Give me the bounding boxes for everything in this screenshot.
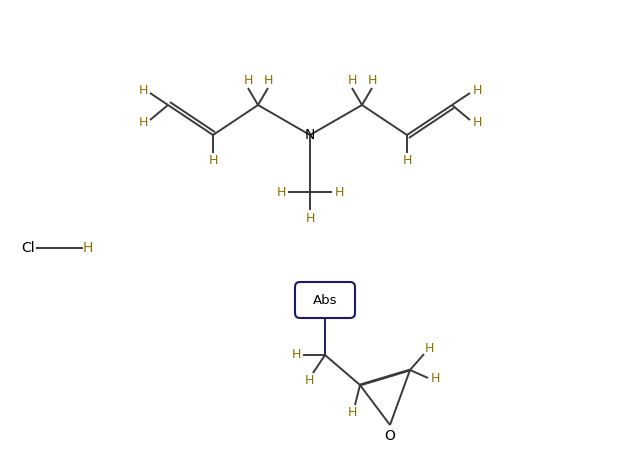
Text: N: N <box>305 128 315 142</box>
Text: H: H <box>138 116 148 130</box>
Text: H: H <box>83 241 93 255</box>
Text: H: H <box>347 75 357 87</box>
Text: O: O <box>384 429 396 443</box>
Text: H: H <box>472 84 482 96</box>
Text: H: H <box>305 211 314 225</box>
Text: Cl: Cl <box>21 241 35 255</box>
Text: H: H <box>347 407 357 419</box>
Text: H: H <box>402 153 412 167</box>
Text: H: H <box>243 75 253 87</box>
Text: H: H <box>430 371 439 384</box>
Text: Abs: Abs <box>313 294 337 306</box>
Text: H: H <box>263 75 273 87</box>
Text: H: H <box>305 374 314 388</box>
FancyBboxPatch shape <box>295 282 355 318</box>
Text: H: H <box>472 116 482 130</box>
Text: H: H <box>334 186 344 199</box>
Text: H: H <box>276 186 286 199</box>
Text: H: H <box>367 75 377 87</box>
Text: H: H <box>209 153 218 167</box>
Text: H: H <box>138 84 148 96</box>
Text: H: H <box>292 349 301 361</box>
Text: H: H <box>424 342 434 355</box>
